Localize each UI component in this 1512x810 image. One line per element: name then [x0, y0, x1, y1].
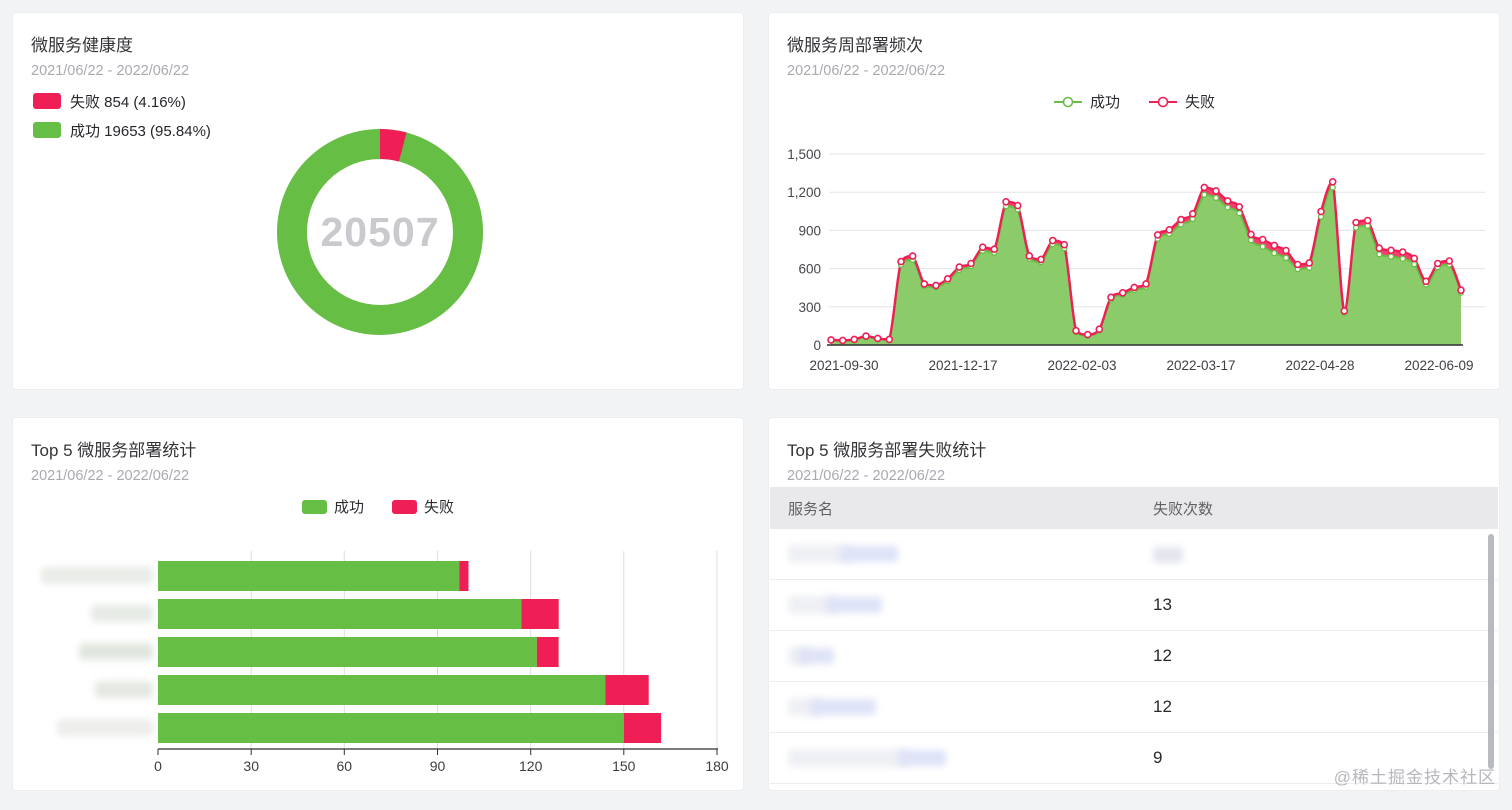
redacted-service-name: [840, 545, 898, 562]
line-legend-icon-success: [1053, 96, 1083, 108]
card-weekly-header: 微服务周部署频次 2021/06/22 - 2022/06/22: [769, 13, 1499, 79]
legend-label-fail: 失败: [1185, 94, 1216, 111]
svg-text:2022-03-17: 2022-03-17: [1166, 358, 1235, 373]
redacted-service-name: [810, 698, 876, 715]
legend-label-success: 成功 19653 (95.84%): [70, 122, 211, 140]
svg-text:1,500: 1,500: [787, 147, 821, 162]
table-scrollbar[interactable]: [1488, 534, 1494, 769]
svg-text:0: 0: [154, 758, 162, 774]
legend-label-success: 成功: [333, 499, 364, 516]
svg-text:180: 180: [705, 758, 729, 774]
card-weekly-frequency: 0 300 600 900 1,200 1,500 2021-09-30 2021-12-17…: [768, 12, 1500, 390]
table-row: [770, 529, 1498, 580]
failure-count-cell: 12: [1153, 697, 1172, 716]
svg-text:2022-04-28: 2022-04-28: [1285, 358, 1354, 373]
page-title-weekly: 微服务周部署频次: [787, 36, 923, 55]
date-range: 2021/06/22 - 2022/06/22: [31, 468, 190, 484]
svg-text:150: 150: [612, 758, 636, 774]
card-failures-header: Top 5 微服务部署失败统计 2021/06/22 - 2022/06/22: [769, 418, 1499, 484]
table-row: 12: [770, 682, 1498, 733]
weekly-frequency-chart[interactable]: 0 300 600 900 1,200 1,500 2021-09-30 2021-12-17…: [769, 13, 1499, 389]
failure-count-cell: 12: [1153, 646, 1172, 665]
redacted-service-name: [898, 749, 946, 766]
column-header-failure-count: 失败次数: [1153, 500, 1214, 518]
legend-item-success[interactable]: 成功: [301, 496, 364, 517]
redacted-service-name: [788, 544, 852, 563]
redacted-bar-label: [95, 681, 153, 698]
fail-color-chip: [33, 93, 61, 109]
svg-text:2022-02-03: 2022-02-03: [1047, 358, 1116, 373]
line-legend-icon-fail: [1148, 96, 1178, 108]
donut-legend: 失败 854 (4.16%) 成功 19653 (95.84%): [33, 90, 211, 148]
success-color-chip: [33, 122, 61, 138]
svg-text:90: 90: [430, 758, 446, 774]
watermark: @稀土掘金技术社区: [1333, 768, 1496, 787]
page-title-failures: Top 5 微服务部署失败统计: [787, 441, 987, 460]
svg-text:0: 0: [813, 338, 821, 353]
legend-item-fail[interactable]: 失败 854 (4.16%): [33, 90, 211, 112]
legend-item-fail[interactable]: 失败: [392, 496, 454, 517]
svg-text:1,200: 1,200: [787, 185, 821, 200]
svg-text:2022-06-09: 2022-06-09: [1404, 358, 1473, 373]
service-name-cell: [770, 595, 1146, 614]
legend-label-fail: 失败: [424, 499, 455, 516]
table-row: 13: [770, 580, 1498, 631]
redacted-service-name: [798, 647, 834, 664]
redacted-service-name: [826, 596, 882, 613]
failure-count-cell: 13: [1153, 595, 1172, 614]
redacted-service-name: [788, 595, 838, 614]
redacted-count: [1153, 546, 1183, 563]
redacted-bar-label: [57, 719, 153, 736]
date-range: 2021/06/22 - 2022/06/22: [787, 63, 946, 79]
success-color-chip: [301, 499, 327, 514]
card-top5-header: Top 5 微服务部署统计 2021/06/22 - 2022/06/22: [13, 418, 743, 484]
service-name-cell: [770, 646, 1146, 665]
redacted-bar-label: [79, 643, 153, 660]
column-header-service-name: 服务名: [788, 500, 834, 518]
table-header: 服务名 失败次数: [770, 487, 1498, 529]
service-name-cell: [770, 748, 1146, 767]
table-row: 12: [770, 631, 1498, 682]
line-legend: 成功 失败: [769, 91, 1499, 112]
legend-label-fail: 失败 854 (4.16%): [70, 93, 186, 111]
legend-item-success[interactable]: 成功 19653 (95.84%): [33, 119, 211, 141]
table-body: 13 12 12 9: [770, 529, 1498, 784]
fail-color-chip: [392, 499, 417, 514]
failure-count-cell: [1146, 544, 1498, 564]
table-row: 9: [770, 733, 1498, 784]
page-title-top5: Top 5 微服务部署统计: [31, 441, 197, 460]
svg-text:120: 120: [519, 758, 543, 774]
bar-legend: 成功 失败: [13, 496, 743, 517]
svg-text:600: 600: [798, 262, 821, 277]
card-health-header: 微服务健康度 2021/06/22 - 2022/06/22: [13, 13, 743, 79]
svg-text:2021-09-30: 2021-09-30: [809, 358, 878, 373]
date-range: 2021/06/22 - 2022/06/22: [31, 63, 190, 79]
top5-bar-chart[interactable]: 0 30 60 90 120 150 180: [13, 418, 743, 790]
legend-item-fail[interactable]: 失败: [1148, 91, 1215, 112]
health-donut-chart[interactable]: [260, 112, 500, 352]
card-health: 微服务健康度 2021/06/22 - 2022/06/22 失败 854 (4…: [12, 12, 744, 390]
card-top5-deploys: 0 30 60 90 120 150 180 Top 5 微服务部署统计 2021/06/2…: [12, 417, 744, 791]
card-top5-failures: Top 5 微服务部署失败统计 2021/06/22 - 2022/06/22 …: [768, 417, 1500, 791]
svg-text:60: 60: [337, 758, 353, 774]
service-name-cell: [770, 544, 1146, 563]
failure-count-cell: 9: [1153, 748, 1163, 767]
redacted-bar-label: [41, 567, 153, 584]
svg-text:30: 30: [243, 758, 259, 774]
date-range: 2021/06/22 - 2022/06/22: [787, 468, 946, 484]
legend-label-success: 成功: [1089, 94, 1120, 111]
svg-text:900: 900: [798, 223, 821, 238]
svg-text:300: 300: [798, 300, 821, 315]
svg-text:2021-12-17: 2021-12-17: [928, 358, 997, 373]
legend-item-success[interactable]: 成功: [1053, 91, 1120, 112]
redacted-service-name: [788, 748, 910, 767]
page-title-health: 微服务健康度: [31, 36, 133, 55]
service-name-cell: [770, 697, 1146, 716]
redacted-bar-label: [91, 605, 153, 622]
